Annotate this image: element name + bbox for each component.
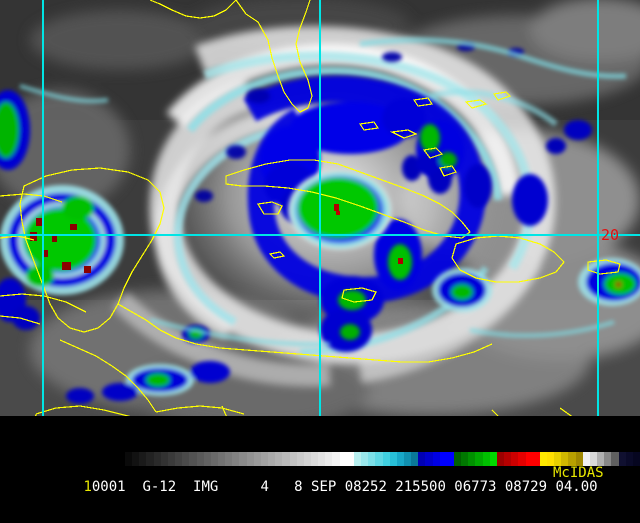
caption-text: 0001 G-12 IMG 4 8 SEP 08252 215500 06773… xyxy=(91,479,598,495)
colorbar-segment xyxy=(518,452,527,466)
colorbar-segment xyxy=(425,452,434,466)
colorbar-segment xyxy=(539,452,548,466)
colorbar-segment xyxy=(361,452,369,466)
colorbar-segment xyxy=(618,452,627,466)
colorbar-segment xyxy=(604,452,612,466)
colorbar-segment xyxy=(496,452,505,466)
colorbar-segment xyxy=(632,452,640,466)
colorbar-segment xyxy=(375,452,384,466)
colorbar-segment xyxy=(411,452,419,466)
colorbar-segment xyxy=(139,452,148,466)
colorbar-segment xyxy=(511,452,519,466)
colorbar-segment xyxy=(611,452,620,466)
colorbar-segment xyxy=(389,452,398,466)
caption-prefix-digit: 1 xyxy=(83,479,92,495)
colorbar-segment xyxy=(475,452,484,466)
colorbar-segment xyxy=(125,452,133,466)
colorbar-segment xyxy=(146,452,155,466)
colorbar-segment xyxy=(167,452,176,466)
colorbar-segment xyxy=(318,452,326,466)
colorbar-segment xyxy=(253,452,262,466)
colorbar-segment xyxy=(160,452,169,466)
colorbar-segment xyxy=(217,452,226,466)
colorbar-segment xyxy=(489,452,498,466)
enhancement-colorbar[interactable] xyxy=(125,452,640,466)
colorbar-segment xyxy=(446,452,455,466)
colorbar-segment xyxy=(418,452,426,466)
colorbar-segment xyxy=(132,452,140,466)
colorbar-segment xyxy=(246,452,255,466)
colorbar-segment xyxy=(525,452,534,466)
colorbar-segment xyxy=(189,452,198,466)
colorbar-segment xyxy=(296,452,305,466)
colorbar-segment xyxy=(561,452,570,466)
mcidas-source-label: McIDAS xyxy=(553,465,604,481)
colorbar-segment xyxy=(332,452,341,466)
colorbar-segment xyxy=(482,452,491,466)
colorbar-segment xyxy=(182,452,190,466)
colorbar-segment xyxy=(454,452,462,466)
colorbar-segment xyxy=(232,452,241,466)
colorbar-segment xyxy=(339,452,348,466)
colorbar-segment xyxy=(575,452,584,466)
colorbar-segment xyxy=(346,452,355,466)
colorbar-segment xyxy=(468,452,477,466)
colorbar-segment xyxy=(382,452,391,466)
longitude-gridline-90 xyxy=(42,0,44,448)
map-coastline-overlay xyxy=(0,0,621,415)
colorbar-segment xyxy=(210,452,219,466)
colorbar-segment xyxy=(268,452,276,466)
colorbar-segment xyxy=(325,452,334,466)
colorbar-segment xyxy=(310,452,319,466)
mcidas-image-window: 20 90 80 70 10001 G-12 IMG 4 8 SEP 08252… xyxy=(0,0,640,494)
longitude-gridline-70 xyxy=(597,0,599,448)
colorbar-segment xyxy=(554,452,562,466)
colorbar-segment xyxy=(568,452,577,466)
colorbar-segment xyxy=(196,452,205,466)
colorbar-segment xyxy=(547,452,555,466)
colorbar-segment xyxy=(175,452,183,466)
colorbar-segment xyxy=(582,452,591,466)
bottom-info-strip: 10001 G-12 IMG 4 8 SEP 08252 215500 0677… xyxy=(0,416,640,494)
colorbar-segment xyxy=(153,452,162,466)
colorbar-segment xyxy=(282,452,291,466)
colorbar-segment xyxy=(203,452,212,466)
colorbar-segment xyxy=(589,452,598,466)
colorbar-segment xyxy=(225,452,233,466)
colorbar-segment xyxy=(532,452,541,466)
colorbar-segment xyxy=(461,452,469,466)
colorbar-segment xyxy=(275,452,283,466)
colorbar-segment xyxy=(432,452,441,466)
colorbar-segment xyxy=(403,452,412,466)
longitude-gridline-80 xyxy=(319,0,321,448)
colorbar-segment xyxy=(289,452,298,466)
colorbar-segment xyxy=(625,452,634,466)
latitude-gridline-20 xyxy=(0,234,640,236)
latitude-label-20: 20 xyxy=(601,226,620,244)
image-caption-line: 10001 G-12 IMG 4 8 SEP 08252 215500 0677… xyxy=(0,465,640,494)
colorbar-segment xyxy=(239,452,248,466)
colorbar-segment xyxy=(597,452,605,466)
colorbar-segment xyxy=(439,452,448,466)
colorbar-segment xyxy=(368,452,376,466)
colorbar-segment xyxy=(260,452,269,466)
colorbar-segment xyxy=(396,452,405,466)
colorbar-segment xyxy=(504,452,512,466)
colorbar-segment xyxy=(303,452,312,466)
colorbar-segment xyxy=(353,452,362,466)
